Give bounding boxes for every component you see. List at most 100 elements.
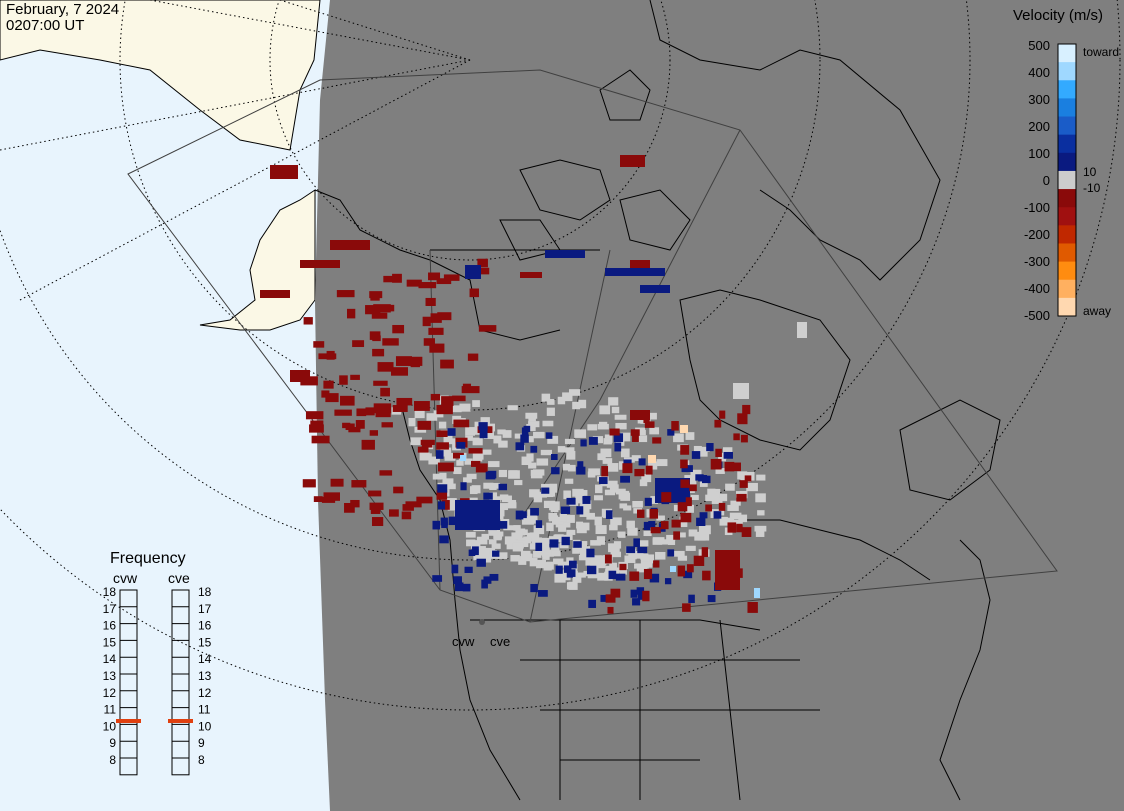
radar-cell [377,362,394,372]
radar-cell [631,455,641,462]
radar-cell [408,417,416,427]
radar-cell [323,492,340,501]
radar-cell [469,288,479,298]
radar-cell [507,502,517,509]
radar-cell [547,435,559,444]
radar-cell [444,452,456,461]
radar-cell [477,258,488,268]
radar-cell [501,495,512,503]
radar-cell [575,495,583,504]
radar-cell [405,501,422,508]
radar-cell [520,434,529,443]
radar-cell [671,519,681,528]
radar-cell [620,448,630,458]
radar-cell [497,521,508,529]
radar-cell [435,450,444,459]
radar-cell [744,475,752,482]
radar-cell [530,445,538,453]
radar-cell [614,414,627,420]
radar-cell [638,458,646,466]
colorbar-tick-label: -200 [1024,227,1050,242]
radar-cell [551,453,558,460]
radar-cell [380,387,390,397]
radar-cell [736,493,747,502]
radar-cell [587,424,598,431]
radar-cell [459,403,471,412]
radar-cell [685,545,696,551]
radar-cell [472,437,483,446]
radar-cell [530,583,538,593]
radar-cell [732,519,743,526]
radar-cell [656,515,665,521]
radar-cell [636,429,646,436]
radar-cell [467,353,479,361]
radar-cell [538,546,550,556]
radar-cell [667,429,675,436]
radar-cell [437,462,454,472]
radar-cell [465,435,473,441]
frequency-tick-label: 18 [198,585,212,599]
radar-cell [632,500,643,508]
frequency-tick-label: 15 [198,635,212,649]
radar-cell [563,514,575,523]
radar-cell [641,561,649,569]
radar-cell [370,507,381,514]
radar-cell [542,420,554,427]
radar-cell [481,579,488,589]
radar-cell [290,370,310,382]
radar-cell [451,405,462,413]
radar-cell [611,406,620,414]
radar-cell [555,565,563,574]
radar-cell [756,474,766,481]
radar-cell [609,484,619,493]
radar-cell [511,532,523,540]
radar-cell [733,383,749,399]
radar-cell [414,409,425,419]
radar-cell [547,399,555,405]
radar-cell [618,490,630,500]
radar-cell [755,528,765,537]
colorbar-inner-tick-neg: -10 [1083,181,1101,195]
colorbar-tick-label: -300 [1024,254,1050,269]
radar-cell [580,439,587,447]
radar-cell [637,546,648,554]
colorbar-tick-label: 100 [1028,146,1050,161]
radar-cell [705,504,713,512]
radar-cell [436,404,453,415]
colorbar-segment [1058,207,1076,226]
radar-cell [497,429,506,435]
radar-cell [567,464,576,472]
radar-cell [701,547,709,558]
radar-cell [562,392,573,402]
radar-cell [561,536,570,546]
radar-cell [472,453,483,462]
radar-cell [636,565,648,573]
radar-cell [439,535,449,544]
radar-cell [610,551,622,558]
radar-cell [512,542,524,552]
radar-cell [597,453,606,461]
radar-cell [755,493,766,503]
radar-cell [464,458,473,465]
radar-cell [656,459,668,467]
radar-cell [554,534,564,543]
frequency-marker [116,719,141,723]
radar-cell [596,536,606,545]
radar-cell [429,343,445,353]
radar-cell [443,274,460,281]
radar-cell [530,469,541,476]
radar-cell [568,560,577,569]
radar-cell [529,543,541,550]
radar-cell [528,415,536,422]
radar-cell [688,529,698,537]
radar-cell [440,447,452,457]
radar-cell [418,282,437,289]
frequency-tick-label: 15 [103,635,117,649]
radar-cell [576,466,586,475]
radar-cell [336,290,355,298]
radar-cell [661,492,672,503]
radar-cell [375,408,391,418]
radar-cell [540,537,553,544]
radar-cell [520,272,542,278]
radar-cell [476,558,486,567]
